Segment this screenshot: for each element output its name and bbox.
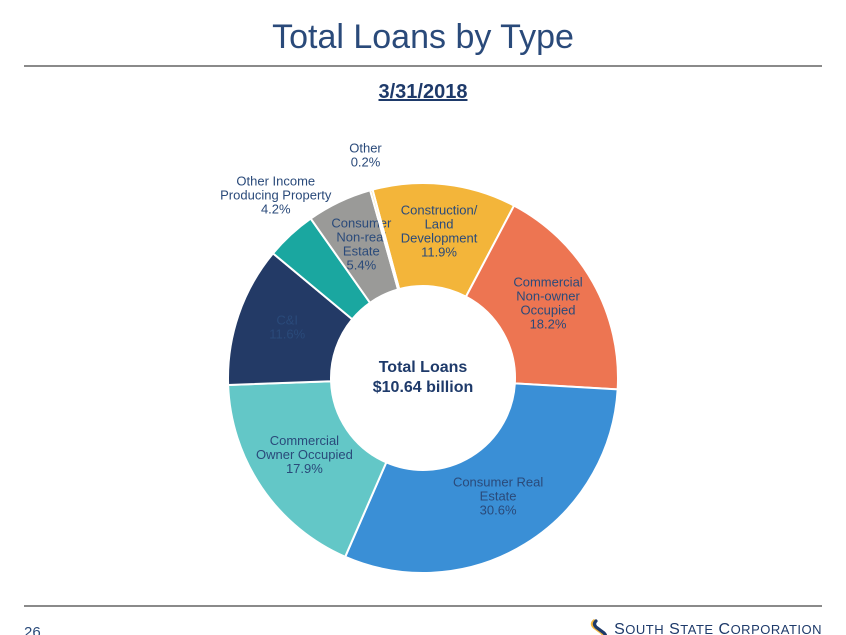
donut-hole <box>331 286 515 470</box>
brand-logo-icon <box>590 619 608 635</box>
donut-chart: Construction/LandDevelopment11.9%Commerc… <box>163 138 683 598</box>
page-title: Total Loans by Type <box>0 18 846 57</box>
slice-label-7: Other0.2% <box>349 140 382 169</box>
footer: 26 SOUTH STATE CORPORATION <box>24 605 822 635</box>
page-number: 26 <box>24 624 41 635</box>
brand-name: SOUTH STATE CORPORATION <box>614 621 822 635</box>
brand: SOUTH STATE CORPORATION <box>590 619 822 635</box>
chart-date: 3/31/2018 <box>0 81 846 104</box>
title-rule <box>24 65 822 67</box>
slice-label-5: Other IncomeProducing Property4.2% <box>220 173 332 216</box>
